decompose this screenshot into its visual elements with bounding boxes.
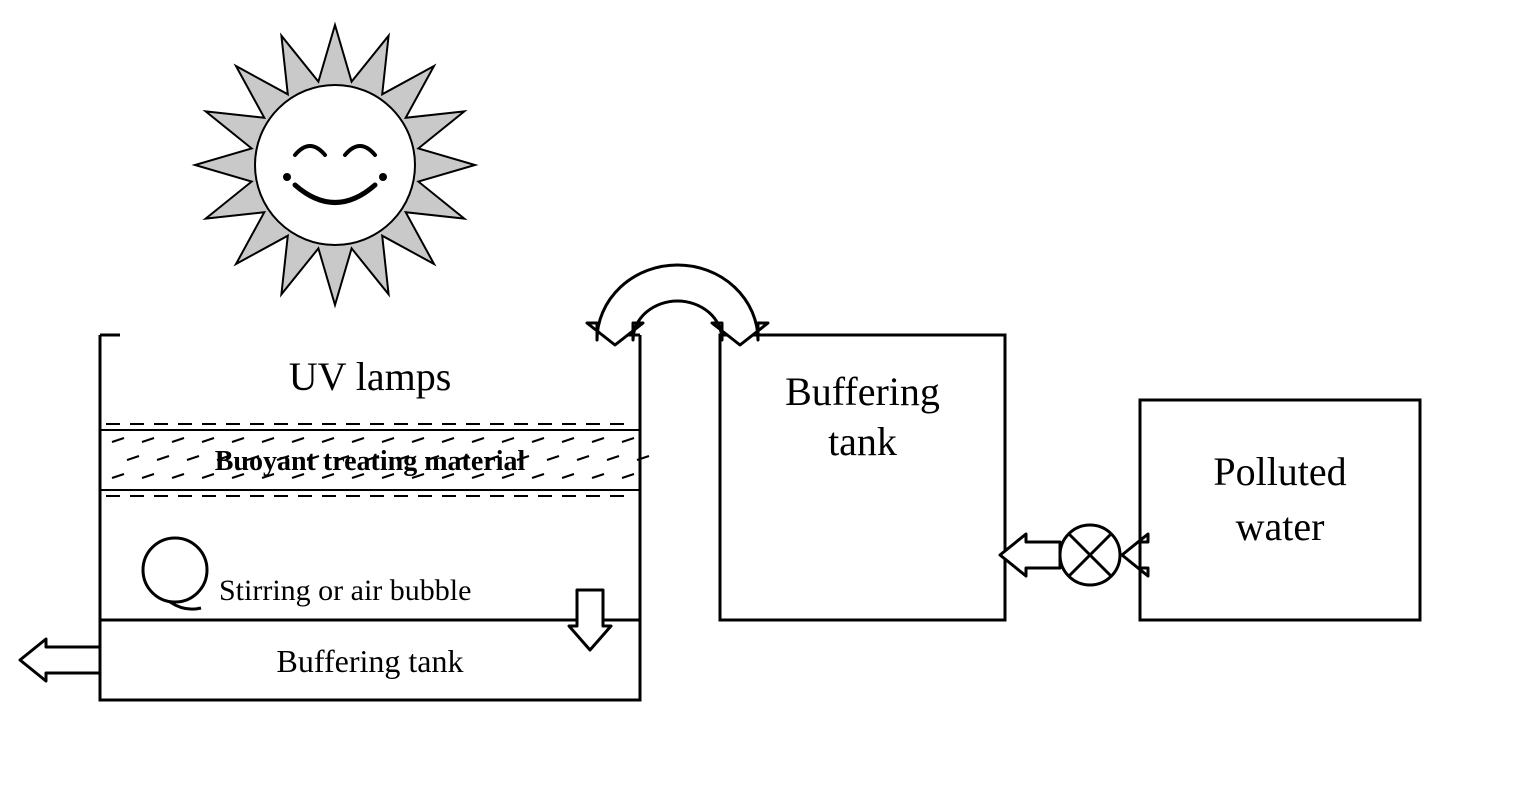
buoyant-material-label: Buoyant treating material [215, 446, 526, 477]
buffering-tank-label-2: tank [828, 419, 897, 464]
outflow-arrow-left [20, 639, 100, 681]
polluted-label-1: Polluted [1213, 449, 1346, 494]
sun-icon [195, 25, 475, 305]
diagram-canvas: UV lamps Buoyant treating material Stirr… [0, 0, 1518, 810]
inverted-u-arrow [587, 265, 768, 345]
polluted-label-2: water [1236, 504, 1325, 549]
buffering-tank-label-1: Buffering [785, 369, 940, 414]
stirring-label: Stirring or air bubble [219, 574, 471, 607]
uv-lamps-label: UV lamps [289, 354, 452, 399]
valve-icon [1000, 525, 1148, 585]
lower-buffering-label: Buffering tank [277, 643, 464, 679]
